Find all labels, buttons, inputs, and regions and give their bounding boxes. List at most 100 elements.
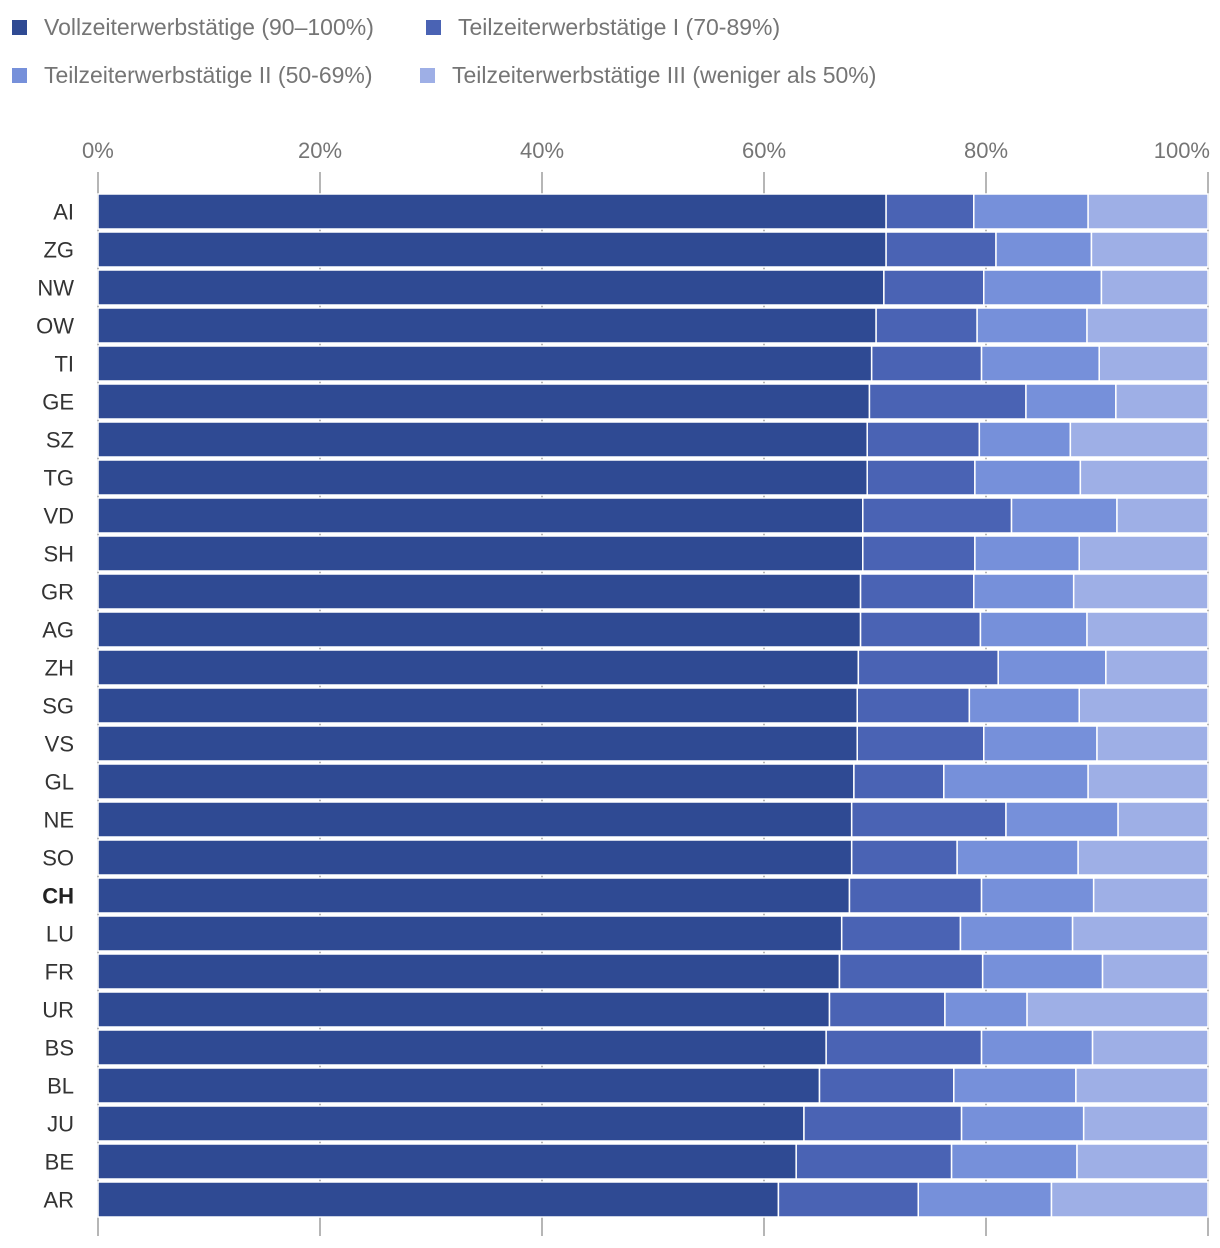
- bar-segment: [862, 535, 976, 572]
- category-label: BS: [45, 1036, 74, 1061]
- bar-segment: [983, 269, 1103, 306]
- bar-segment: [1087, 193, 1209, 230]
- bar-segment: [97, 1181, 780, 1218]
- bar-segment: [1098, 345, 1209, 382]
- bar-segment: [850, 801, 1007, 838]
- legend-item-vollzeit[interactable]: Vollzeiterwerbstätige (90–100%): [12, 14, 374, 41]
- bar-segment: [1005, 801, 1119, 838]
- x-tick-label: 80%: [964, 138, 1008, 163]
- legend-label-teilzeit-1: Teilzeiterwerbstätige I (70-89%): [458, 14, 781, 40]
- category-label: ZH: [45, 656, 74, 681]
- bar-segment: [850, 839, 958, 876]
- bar-segment: [853, 763, 945, 800]
- bar-segment: [97, 193, 887, 230]
- bar-segment: [968, 687, 1080, 724]
- bar-segment: [997, 649, 1107, 686]
- bar-segment: [1116, 497, 1209, 534]
- x-tick-label: 20%: [298, 138, 342, 163]
- category-label: LU: [46, 922, 74, 947]
- category-label: NW: [37, 276, 74, 301]
- bar-segment: [943, 763, 1089, 800]
- bar-segment: [97, 801, 853, 838]
- bar-segment: [97, 1105, 805, 1142]
- bar-segment: [97, 1067, 821, 1104]
- bar-segment: [980, 877, 1095, 914]
- bar-segment: [828, 991, 946, 1028]
- bar-segment: [859, 611, 982, 648]
- bar-segment: [97, 573, 862, 610]
- bar-segment: [97, 649, 860, 686]
- bar-segment: [856, 725, 985, 762]
- bar-segment: [1026, 991, 1209, 1028]
- category-label: TG: [43, 466, 74, 491]
- legend-label-teilzeit-2: Teilzeiterwerbstätige II (50-69%): [44, 62, 373, 88]
- legend-item-teilzeit-3[interactable]: Teilzeiterwerbstätige III (weniger als 5…: [420, 62, 876, 89]
- bar-segment: [1082, 1105, 1209, 1142]
- bar-segment: [97, 269, 885, 306]
- bar-segment: [795, 1143, 953, 1180]
- bar-segment: [862, 497, 1013, 534]
- bar-segment: [97, 1143, 797, 1180]
- bar-segment: [1069, 421, 1209, 458]
- bar-segment: [960, 1105, 1085, 1142]
- bar-segment: [1091, 1029, 1209, 1066]
- bar-segment: [97, 421, 868, 458]
- bar-segment: [870, 345, 983, 382]
- bar-segment: [97, 459, 868, 496]
- bar-segment: [838, 953, 984, 990]
- bar-segment: [983, 725, 1098, 762]
- bar-segment: [97, 231, 887, 268]
- bar-segment: [1087, 763, 1209, 800]
- bar-segment: [97, 725, 858, 762]
- bar-segment: [1078, 687, 1209, 724]
- chart-legend: Vollzeiterwerbstätige (90–100%) Teilzeit…: [0, 0, 1220, 110]
- bar-segment: [885, 231, 997, 268]
- x-tick-label: 40%: [520, 138, 564, 163]
- bar-segment: [1072, 573, 1209, 610]
- bar-segment: [973, 193, 1089, 230]
- category-label: AI: [53, 200, 74, 225]
- x-tick-label: 60%: [742, 138, 786, 163]
- bar-segment: [1100, 269, 1209, 306]
- bar-segment: [978, 421, 1072, 458]
- legend-item-teilzeit-1[interactable]: Teilzeiterwerbstätige I (70-89%): [426, 14, 780, 41]
- category-label: GL: [45, 770, 74, 795]
- bar-segment: [979, 611, 1088, 648]
- bar-segment: [856, 687, 971, 724]
- bar-segment: [959, 915, 1074, 952]
- category-label: GE: [42, 390, 74, 415]
- x-tick-label: 100%: [1154, 138, 1210, 163]
- bar-segment: [1096, 725, 1209, 762]
- bar-segment: [950, 1143, 1078, 1180]
- bar-segment: [777, 1181, 920, 1218]
- bar-segment: [1025, 383, 1117, 420]
- legend-label-vollzeit: Vollzeiterwerbstätige (90–100%): [44, 14, 374, 40]
- bar-segment: [818, 1067, 955, 1104]
- category-label: SZ: [46, 428, 74, 453]
- bar-segment: [97, 1029, 827, 1066]
- category-label: JU: [47, 1112, 74, 1137]
- bar-segment: [859, 573, 975, 610]
- bar-segment: [97, 763, 855, 800]
- bar-segment: [1090, 231, 1209, 268]
- bar-segment: [97, 991, 831, 1028]
- legend-item-teilzeit-2[interactable]: Teilzeiterwerbstätige II (50-69%): [12, 62, 373, 89]
- bar-segment: [1071, 915, 1209, 952]
- x-tick-label: 0%: [82, 138, 114, 163]
- bar-segment: [97, 497, 864, 534]
- bar-segment: [97, 383, 871, 420]
- bar-segment: [803, 1105, 963, 1142]
- category-label: UR: [42, 998, 74, 1023]
- bar-segment: [1076, 1143, 1209, 1180]
- bar-segment: [953, 1067, 1077, 1104]
- bar-segment: [848, 877, 983, 914]
- category-label: AG: [42, 618, 74, 643]
- bar-segment: [956, 839, 1079, 876]
- bar-segment: [866, 421, 981, 458]
- bar-segment: [1092, 877, 1209, 914]
- bar-segment: [1101, 953, 1209, 990]
- bar-segment: [980, 1029, 1094, 1066]
- bar-segment: [976, 307, 1088, 344]
- category-label: BL: [47, 1074, 74, 1099]
- bar-segment: [944, 991, 1028, 1028]
